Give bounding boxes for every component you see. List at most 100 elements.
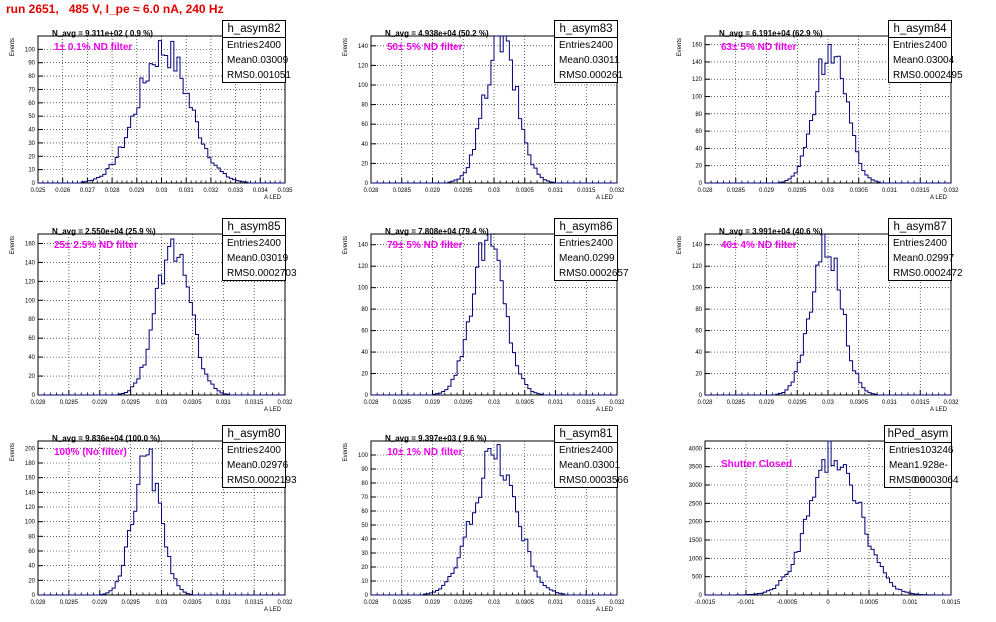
stats-value: 0.0002703: [249, 268, 297, 279]
stats-row-rms: RMS 0.001051: [223, 68, 291, 83]
x-tick-label: 0.028: [30, 600, 46, 606]
x-tick-label: 0.027: [80, 188, 96, 194]
stats-key: Entries: [227, 40, 259, 51]
stats-box: h_asym84 Entries 2400 Mean 0.03004 RMS 0.00024…: [888, 20, 963, 83]
stats-value: 0.0002657: [581, 268, 629, 279]
y-tick-label: 80: [361, 481, 368, 487]
x-tick-label: 0.032: [277, 600, 293, 606]
stats-key: Entries: [893, 40, 925, 51]
x-tick-label: 0.0315: [577, 400, 596, 406]
y-tick-label: 0: [365, 181, 369, 187]
x-tick-label: 0.031: [548, 188, 564, 194]
stats-row-mean: Mean 0.03001: [555, 458, 620, 473]
x-tick-label: 0.03: [488, 188, 500, 194]
y-tick-label: 60: [28, 549, 35, 555]
x-tick-label: 0.032: [609, 600, 625, 606]
x-tick-label: 0.029: [425, 400, 441, 406]
x-axis-title: A LED: [264, 607, 282, 613]
y-tick-label: 60: [28, 336, 35, 342]
y-tick-label: 10: [28, 168, 35, 174]
y-tick-label: 60: [361, 122, 368, 128]
histogram-name: hPed_asym: [885, 426, 951, 443]
stats-value: 0.03009: [252, 55, 289, 66]
y-tick-label: 2000: [689, 520, 703, 526]
stats-row-mean: Mean 0.02997: [889, 251, 954, 266]
x-tick-label: 0.029: [759, 188, 775, 194]
y-tick-label: 40: [28, 564, 35, 570]
stats-row-mean: Mean 0.03004: [889, 53, 954, 68]
y-tick-label: 80: [28, 534, 35, 540]
y-axis-title: Events: [343, 236, 349, 254]
x-tick-label: 0.029: [129, 188, 145, 194]
x-axis-title: A LED: [264, 407, 282, 413]
y-tick-label: 100: [25, 47, 36, 53]
stats-value: 0.001051: [249, 70, 291, 81]
y-tick-label: 20: [361, 565, 368, 571]
stats-key: Entries: [559, 40, 591, 51]
y-tick-label: 500: [692, 575, 703, 581]
stats-key: RMS: [227, 475, 250, 486]
stats-row-mean: Mean 0.03019: [223, 251, 288, 266]
x-axis-title: A LED: [930, 195, 948, 201]
stats-row-mean: Mean 1.928e-06: [885, 458, 951, 486]
stats-key: RMS: [559, 70, 582, 81]
x-tick-label: 0.0295: [454, 188, 473, 194]
stats-box: h_asym82 Entries 2400 Mean 0.03009 RMS 0.00105…: [222, 20, 291, 83]
x-tick-label: 0.0015: [942, 600, 961, 606]
y-tick-label: 100: [692, 286, 703, 292]
y-tick-label: 140: [692, 243, 703, 249]
stats-key: RMS: [227, 70, 250, 81]
y-tick-label: 60: [695, 329, 702, 335]
stats-row-mean: Mean 0.03009: [223, 53, 289, 68]
y-tick-label: 50: [28, 114, 35, 120]
y-tick-label: 20: [695, 164, 702, 170]
stats-key: Mean: [559, 460, 585, 471]
x-tick-label: 0.028: [30, 400, 46, 406]
y-tick-label: 20: [28, 578, 35, 584]
stats-value: 0.000261: [581, 70, 623, 81]
x-tick-label: 0.034: [253, 188, 269, 194]
n-avg-label: N_avg = 9.397e+03 ( 9.6 %): [385, 434, 487, 443]
stats-value: 2400: [590, 445, 613, 456]
stats-key: RMS: [889, 475, 912, 486]
x-tick-label: 0.029: [92, 600, 108, 606]
stats-key: Mean: [893, 55, 919, 66]
histogram-line: [371, 35, 617, 184]
x-tick-label: 0.032: [203, 188, 219, 194]
x-tick-label: 0: [826, 600, 830, 606]
x-tick-label: 0.0005: [860, 600, 879, 606]
stats-value: 103246: [920, 445, 954, 456]
y-tick-label: 160: [25, 476, 36, 482]
x-tick-label: 0.029: [425, 188, 441, 194]
filter-label: 63± 5% ND filter: [721, 42, 797, 53]
x-tick-label: 0.0305: [516, 188, 535, 194]
stats-box: h_asym80 Entries 2400 Mean 0.02976 RMS 0.00021…: [222, 425, 297, 488]
y-axis-title: Events: [10, 38, 16, 56]
histogram-line: [38, 448, 285, 596]
histogram-name: h_asym87: [889, 219, 951, 236]
stats-row-entries: Entries 2400: [223, 236, 285, 251]
stats-row-rms: RMS 0.0003566: [555, 473, 629, 488]
stats-row-entries: Entries 103246: [885, 443, 954, 458]
x-tick-label: 0.001: [902, 600, 918, 606]
y-tick-label: 40: [28, 128, 35, 134]
y-tick-label: 200: [25, 446, 36, 452]
n-avg-label: N_avg = 2.550e+04 (25.9 %): [52, 227, 156, 236]
x-tick-label: 0.0295: [454, 600, 473, 606]
x-tick-label: 0.0295: [454, 400, 473, 406]
x-tick-label: 0.0315: [245, 600, 264, 606]
y-tick-label: 140: [358, 44, 369, 50]
x-tick-label: 0.03: [488, 600, 500, 606]
stats-value: 0.0002193: [249, 475, 297, 486]
y-tick-label: 80: [361, 307, 368, 313]
x-tick-label: 0.025: [30, 188, 46, 194]
x-tick-label: 0.0305: [850, 400, 869, 406]
stats-row-entries: Entries 2400: [555, 236, 617, 251]
y-tick-label: 120: [25, 505, 36, 511]
x-tick-label: 0.031: [882, 188, 898, 194]
x-tick-label: 0.029: [759, 400, 775, 406]
n-avg-label: N_avg = 3.991e+04 (40.6 %): [719, 227, 823, 236]
stats-row-entries: Entries 2400: [889, 236, 951, 251]
y-tick-label: 140: [358, 243, 369, 249]
histogram-line: [38, 238, 285, 396]
